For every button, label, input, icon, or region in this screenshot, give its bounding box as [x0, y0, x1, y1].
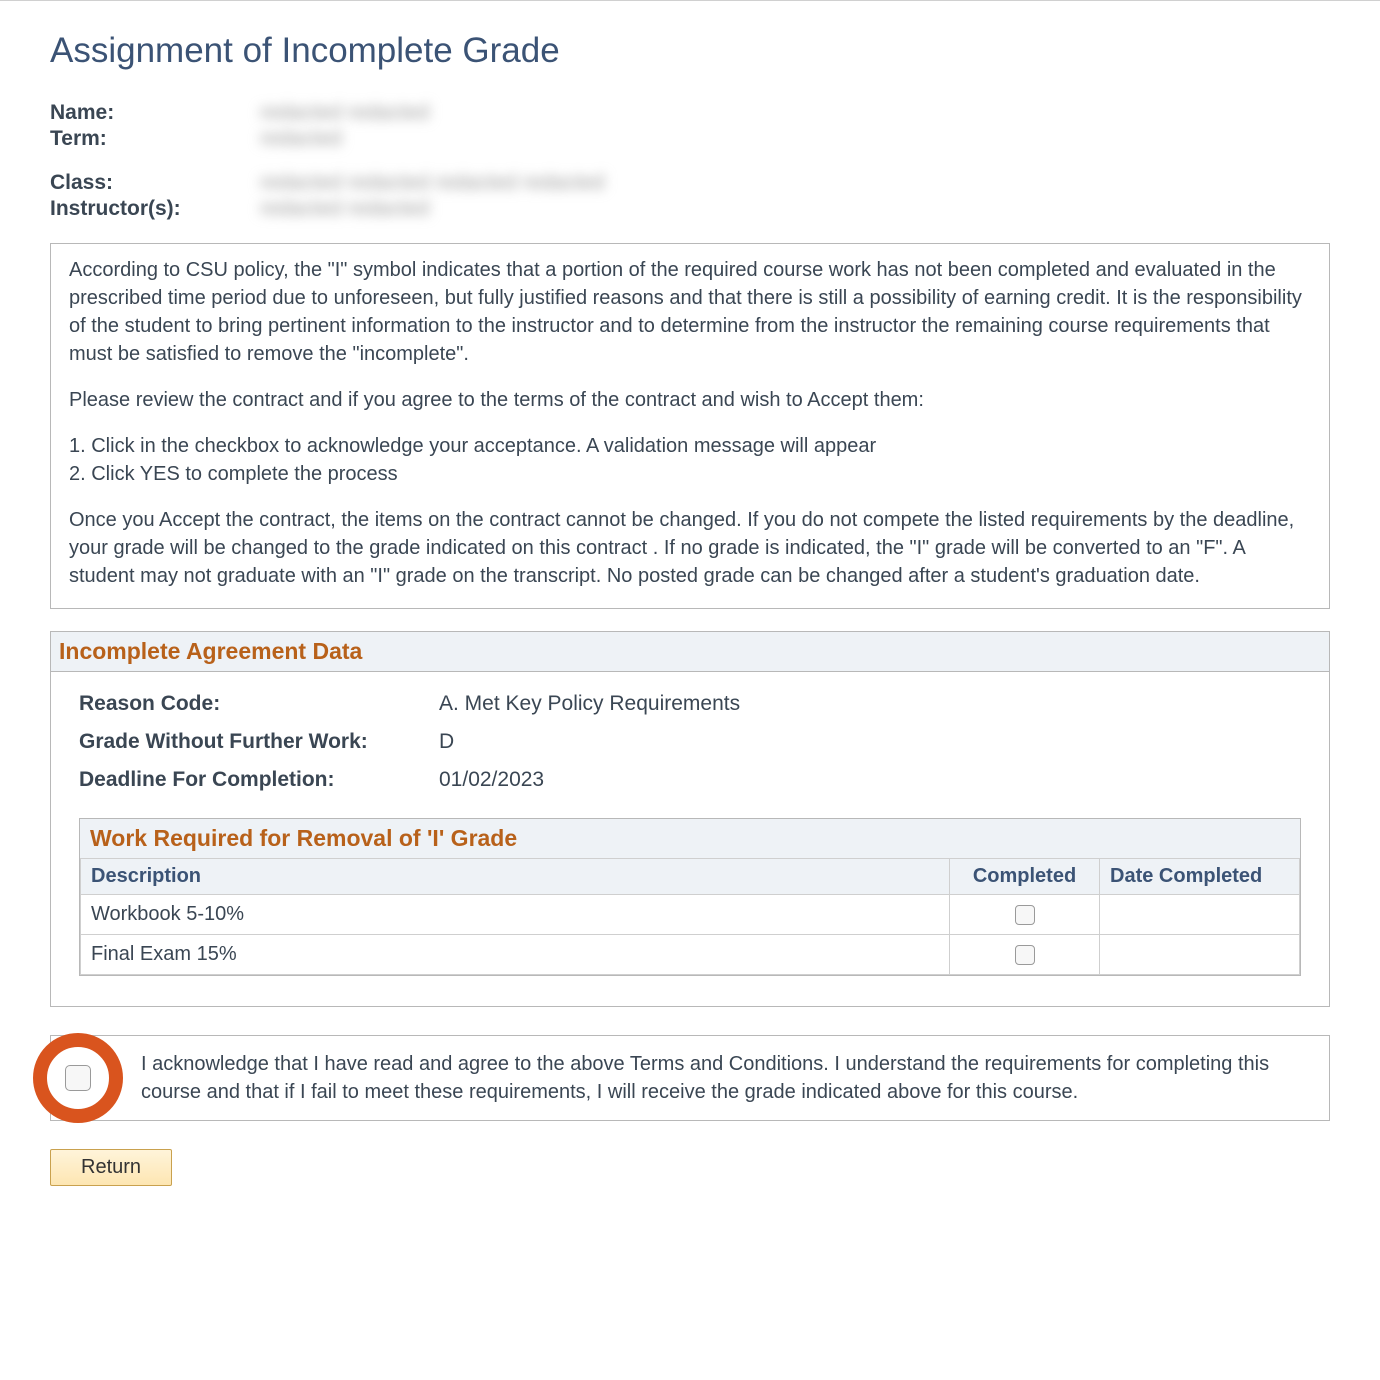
highlight-ring-icon	[33, 1033, 123, 1123]
work-required-table: Description Completed Date Completed Wor…	[80, 858, 1300, 975]
page-title: Assignment of Incomplete Grade	[50, 31, 1330, 71]
policy-step-1: 1. Click in the checkbox to acknowledge …	[69, 432, 1311, 460]
work-completed-checkbox[interactable]	[1015, 945, 1035, 965]
class-label: Class:	[50, 171, 260, 195]
table-row: Workbook 5-10%	[81, 895, 1300, 935]
work-date-completed	[1100, 935, 1300, 975]
instructor-value: redacted redacted	[260, 197, 1330, 221]
deadline-label: Deadline For Completion:	[79, 768, 439, 792]
grade-without-work-value: D	[439, 730, 1301, 754]
reason-code-value: A. Met Key Policy Requirements	[439, 692, 1301, 716]
term-value: redacted	[260, 127, 1330, 151]
work-required-title: Work Required for Removal of 'I' Grade	[80, 819, 1300, 858]
acknowledge-checkbox[interactable]	[65, 1065, 91, 1091]
work-completed-checkbox[interactable]	[1015, 905, 1035, 925]
acknowledge-text: I acknowledge that I have read and agree…	[141, 1053, 1269, 1103]
policy-box: According to CSU policy, the "I" symbol …	[50, 243, 1330, 609]
work-description: Final Exam 15%	[81, 935, 950, 975]
work-completed-cell	[950, 895, 1100, 935]
policy-text-3: Once you Accept the contract, the items …	[69, 506, 1311, 590]
return-button[interactable]: Return	[50, 1149, 172, 1186]
work-completed-cell	[950, 935, 1100, 975]
policy-step-2: 2. Click YES to complete the process	[69, 460, 1311, 488]
instructor-label: Instructor(s):	[50, 197, 260, 221]
reason-code-label: Reason Code:	[79, 692, 439, 716]
work-date-completed	[1100, 895, 1300, 935]
work-description: Workbook 5-10%	[81, 895, 950, 935]
policy-text-2: Please review the contract and if you ag…	[69, 386, 1311, 414]
deadline-value: 01/02/2023	[439, 768, 1301, 792]
grade-without-work-label: Grade Without Further Work:	[79, 730, 439, 754]
term-label: Term:	[50, 127, 260, 151]
table-row: Final Exam 15%	[81, 935, 1300, 975]
col-completed: Completed	[950, 859, 1100, 895]
student-info: Name: redacted redacted Term: redacted C…	[50, 101, 1330, 221]
agreement-section-title: Incomplete Agreement Data	[51, 632, 1329, 672]
col-date-completed: Date Completed	[1100, 859, 1300, 895]
col-description: Description	[81, 859, 950, 895]
agreement-section: Incomplete Agreement Data Reason Code: A…	[50, 631, 1330, 1007]
work-required-panel: Work Required for Removal of 'I' Grade D…	[79, 818, 1301, 976]
policy-text-1: According to CSU policy, the "I" symbol …	[69, 256, 1311, 368]
name-value: redacted redacted	[260, 101, 1330, 125]
class-value: redacted redacted redacted redacted	[260, 171, 1330, 195]
name-label: Name:	[50, 101, 260, 125]
acknowledgement-box: I acknowledge that I have read and agree…	[50, 1035, 1330, 1121]
